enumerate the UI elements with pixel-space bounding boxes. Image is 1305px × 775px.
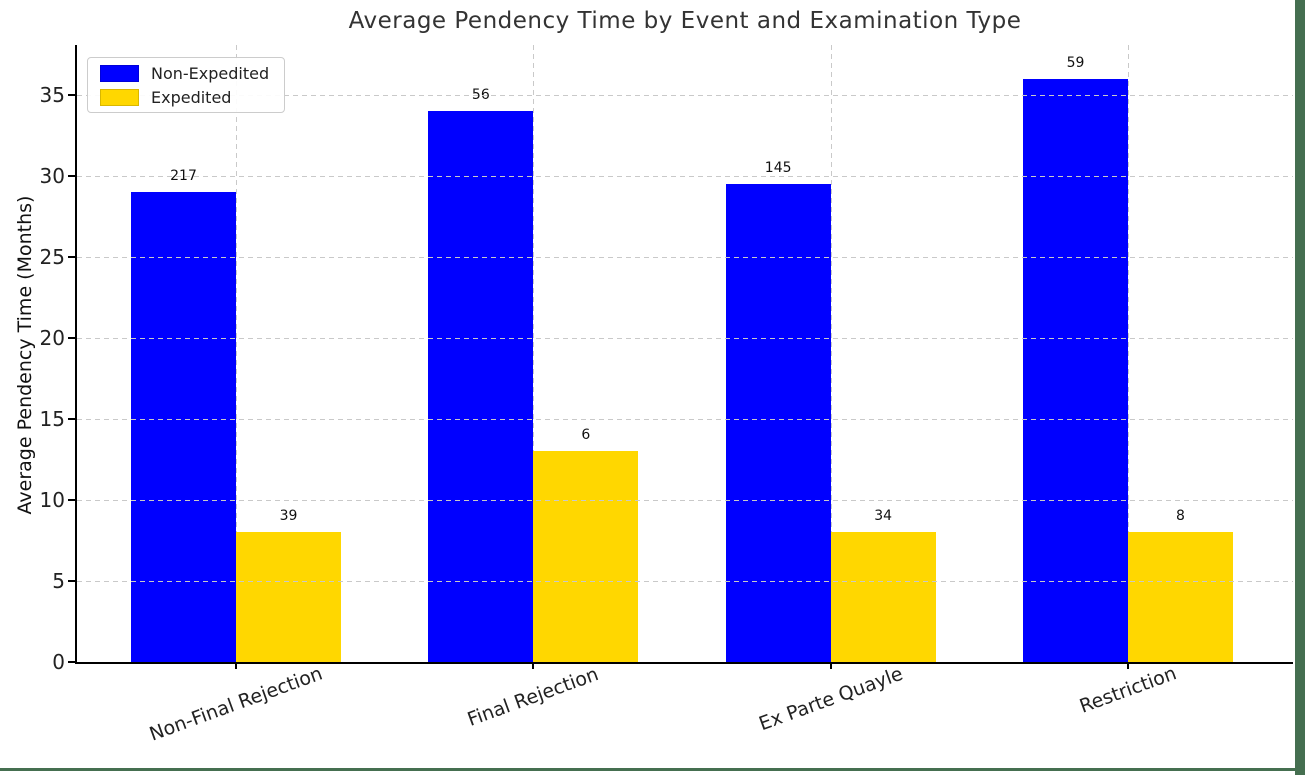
bar-value-label: 6 <box>581 427 591 444</box>
legend-label-expedited: Expedited <box>151 87 232 107</box>
legend-item-non-expedited: Non-Expedited <box>88 64 284 83</box>
bar-value-label: 145 <box>764 160 792 177</box>
y-tick-mark <box>68 580 76 582</box>
y-tick-mark <box>68 256 76 258</box>
vertical-gridline <box>533 45 535 662</box>
bar-value-label: 59 <box>1066 54 1085 71</box>
bar-expedited-2 <box>830 532 936 662</box>
y-tick-label: 30 <box>39 164 65 188</box>
bar-non-expedited-2 <box>725 184 831 662</box>
horizontal-gridline <box>77 338 1293 339</box>
y-tick-label: 20 <box>39 326 65 350</box>
y-tick-mark <box>68 175 76 177</box>
chart-title: Average Pendency Time by Event and Exami… <box>348 8 1022 34</box>
y-tick-mark <box>68 418 76 420</box>
vertical-gridline <box>830 45 832 662</box>
x-tick-label-2: Final Rejection <box>464 662 602 731</box>
legend-label-non-expedited: Non-Expedited <box>151 63 270 83</box>
bar-expedited-3 <box>1127 532 1233 662</box>
y-tick-label: 5 <box>52 569 65 593</box>
x-tick-mark <box>829 662 832 669</box>
bar-expedited-0 <box>236 532 341 662</box>
horizontal-gridline <box>77 257 1293 258</box>
bar-expedited-1 <box>533 451 639 662</box>
y-tick-mark <box>68 94 76 96</box>
horizontal-gridline <box>77 95 1293 96</box>
legend-swatch-non-expedited <box>100 64 139 82</box>
legend: Non-Expedited Expedited <box>87 57 285 113</box>
y-tick-mark <box>68 499 76 501</box>
bar-non-expedited-3 <box>1022 78 1128 662</box>
y-tick-mark <box>68 661 76 663</box>
y-tick-label: 35 <box>39 83 65 107</box>
x-tick-label-4: Restriction <box>1076 662 1180 718</box>
vertical-gridline <box>236 45 237 662</box>
y-tick-label: 15 <box>39 407 65 431</box>
x-tick-mark <box>1126 662 1129 669</box>
horizontal-gridline <box>77 581 1293 582</box>
bar-non-expedited-1 <box>428 111 534 662</box>
horizontal-gridline <box>77 176 1293 177</box>
y-axis-label: Average Pendency Time (Months) <box>14 195 36 515</box>
vertical-gridline <box>1127 45 1129 662</box>
legend-item-expedited: Expedited <box>88 88 284 107</box>
bar-value-label: 39 <box>279 508 298 525</box>
y-tick-mark <box>68 337 76 339</box>
bar-value-label: 8 <box>1176 508 1185 525</box>
x-tick-label-3: Ex Parte Quayle <box>755 662 906 736</box>
bar-value-label: 34 <box>874 508 893 525</box>
y-tick-label: 0 <box>52 650 65 674</box>
y-tick-label: 10 <box>39 488 65 512</box>
window-border-right <box>1295 0 1305 775</box>
y-tick-label: 25 <box>39 245 65 269</box>
x-axis-spine <box>75 662 1293 664</box>
x-tick-label-1: Non-Final Rejection <box>146 662 326 746</box>
horizontal-gridline <box>77 500 1293 501</box>
x-tick-mark <box>235 662 237 669</box>
bar-non-expedited-0 <box>131 192 236 662</box>
y-axis-spine <box>75 45 77 664</box>
x-tick-mark <box>532 662 535 669</box>
window-border-bottom <box>0 768 1305 771</box>
legend-swatch-expedited <box>100 88 139 106</box>
horizontal-gridline <box>77 419 1293 420</box>
